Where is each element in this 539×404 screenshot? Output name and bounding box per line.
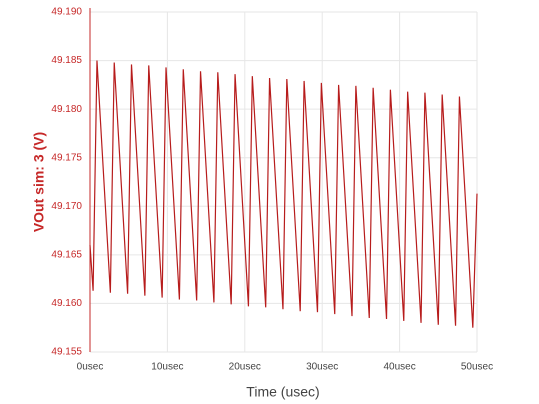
y-tick-label: 49.170 — [51, 201, 82, 212]
y-tick-label: 49.175 — [51, 152, 82, 163]
y-axis-title: VOut sim: 3 (V) — [31, 132, 47, 232]
y-tick-label: 49.155 — [51, 347, 82, 358]
y-tick-label: 49.180 — [51, 104, 82, 115]
y-tick-label: 49.190 — [51, 7, 82, 18]
x-tick-label: 20usec — [229, 362, 261, 373]
x-tick-label: 40usec — [383, 362, 415, 373]
x-tick-label: 50usec — [461, 362, 493, 373]
y-tick-label: 49.185 — [51, 55, 82, 66]
x-axis-title: Time (usec) — [246, 384, 319, 400]
y-tick-label: 49.160 — [51, 298, 82, 309]
x-tick-label: 30usec — [306, 362, 338, 373]
y-tick-label: 49.165 — [51, 249, 82, 260]
x-tick-label: 10usec — [151, 362, 183, 373]
data-line — [89, 60, 478, 328]
x-tick-label: 0usec — [77, 362, 104, 373]
